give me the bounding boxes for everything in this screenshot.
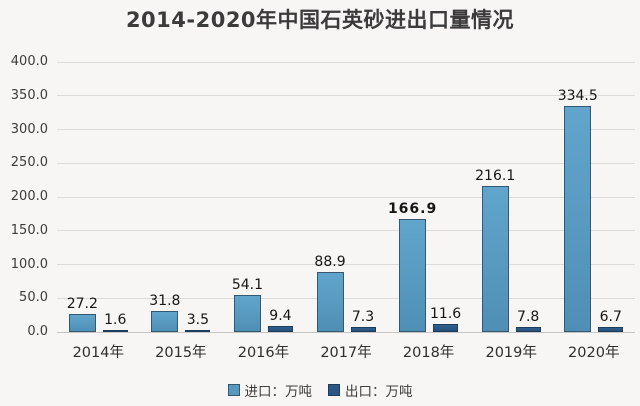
import-bar: 31.8	[149, 293, 180, 332]
data-label: 166.9	[387, 201, 438, 218]
legend-item-export: 出口：万吨	[328, 380, 413, 400]
bar-group: 54.1 9.4	[222, 62, 305, 332]
legend-label: 进口：万吨	[244, 384, 313, 400]
export-bar: 9.4	[267, 308, 293, 332]
y-tick-label: 200.0	[10, 189, 48, 204]
y-tick-label: 0.0	[27, 324, 48, 339]
export-bar: 7.8	[515, 309, 541, 332]
data-label: 31.8	[149, 292, 181, 309]
data-label: 334.5	[557, 88, 598, 105]
bar-group: 27.2 1.6	[57, 62, 140, 332]
bar-group: 216.1 7.8	[470, 62, 553, 332]
x-tick-label: 2019年	[485, 345, 537, 361]
data-label: 54.1	[231, 277, 264, 294]
bar-groups: 27.2 1.6 31.8 3.5 54.1 9.4 88.9 7.3 166.9 11.6 216…	[57, 62, 635, 332]
import-bar: 216.1	[475, 169, 515, 332]
x-tick-label: 2018年	[402, 345, 455, 361]
bar-group: 334.5 6.7	[552, 62, 635, 332]
grid-line	[57, 129, 635, 130]
data-label: 3.5	[186, 311, 209, 328]
import-bar: 334.5	[558, 89, 598, 332]
data-label: 6.7	[599, 309, 622, 326]
y-tick-label: 100.0	[10, 256, 48, 272]
import-bar: 27.2	[67, 296, 98, 332]
bar-group: 88.9 7.3	[305, 62, 388, 332]
y-tick-label: 50.0	[19, 290, 48, 306]
data-label: 27.2	[66, 295, 98, 312]
x-tick-label: 2016年	[237, 345, 290, 361]
grid-line	[57, 196, 635, 198]
export-bar: 6.7	[598, 310, 624, 332]
x-tick-label: 2020年	[568, 345, 620, 361]
y-tick-label: 400.0	[10, 54, 48, 69]
export-bar: 3.5	[185, 312, 211, 332]
legend: 进口：万吨 出口：万吨	[0, 380, 640, 400]
grid-line	[57, 230, 635, 232]
legend-swatch-icon	[328, 384, 340, 396]
grid-line	[57, 61, 635, 63]
legend-item-import: 进口：万吨	[227, 380, 313, 400]
y-tick-label: 350.0	[10, 87, 48, 103]
legend-label: 出口：万吨	[345, 384, 413, 400]
data-label: 7.3	[351, 309, 375, 326]
chart-title: 2014-2020年中国石英砂进出口量情况	[125, 8, 515, 32]
bar-group: 31.8 3.5	[140, 62, 223, 332]
import-bar: 88.9	[314, 255, 346, 332]
y-tick-label: 300.0	[10, 121, 48, 137]
y-tick-label: 250.0	[10, 155, 48, 171]
data-label: 216.1	[475, 168, 516, 185]
x-tick-label: 2015年	[155, 345, 207, 361]
export-bar: 11.6	[430, 307, 461, 332]
data-label: 88.9	[314, 254, 346, 270]
grid-line	[57, 264, 635, 265]
data-label: 7.8	[517, 308, 540, 325]
grid-line	[57, 297, 635, 299]
grid-line	[57, 331, 635, 333]
grid-line	[57, 162, 635, 164]
data-label: 1.6	[104, 312, 127, 328]
import-bar: 166.9	[388, 202, 436, 332]
plot-area: 27.2 1.6 31.8 3.5 54.1 9.4 88.9 7.3 166.9 11.6 216…	[57, 61, 635, 333]
import-bar: 54.1	[232, 278, 263, 332]
x-axis: 2014年 2015年 2016年 2017年 2018年 2019年 2020年	[57, 341, 635, 362]
bar-group: 166.9 11.6	[387, 62, 470, 332]
legend-swatch-icon	[227, 384, 240, 396]
y-tick-label: 150.0	[10, 222, 48, 238]
x-tick-label: 2014年	[72, 345, 124, 361]
x-tick-label: 2017年	[320, 345, 372, 361]
grid-line	[57, 95, 635, 97]
data-label: 9.4	[269, 307, 292, 324]
export-bar: 7.3	[350, 310, 376, 332]
data-label: 11.6	[430, 306, 462, 323]
export-bar: 1.6	[102, 313, 128, 332]
